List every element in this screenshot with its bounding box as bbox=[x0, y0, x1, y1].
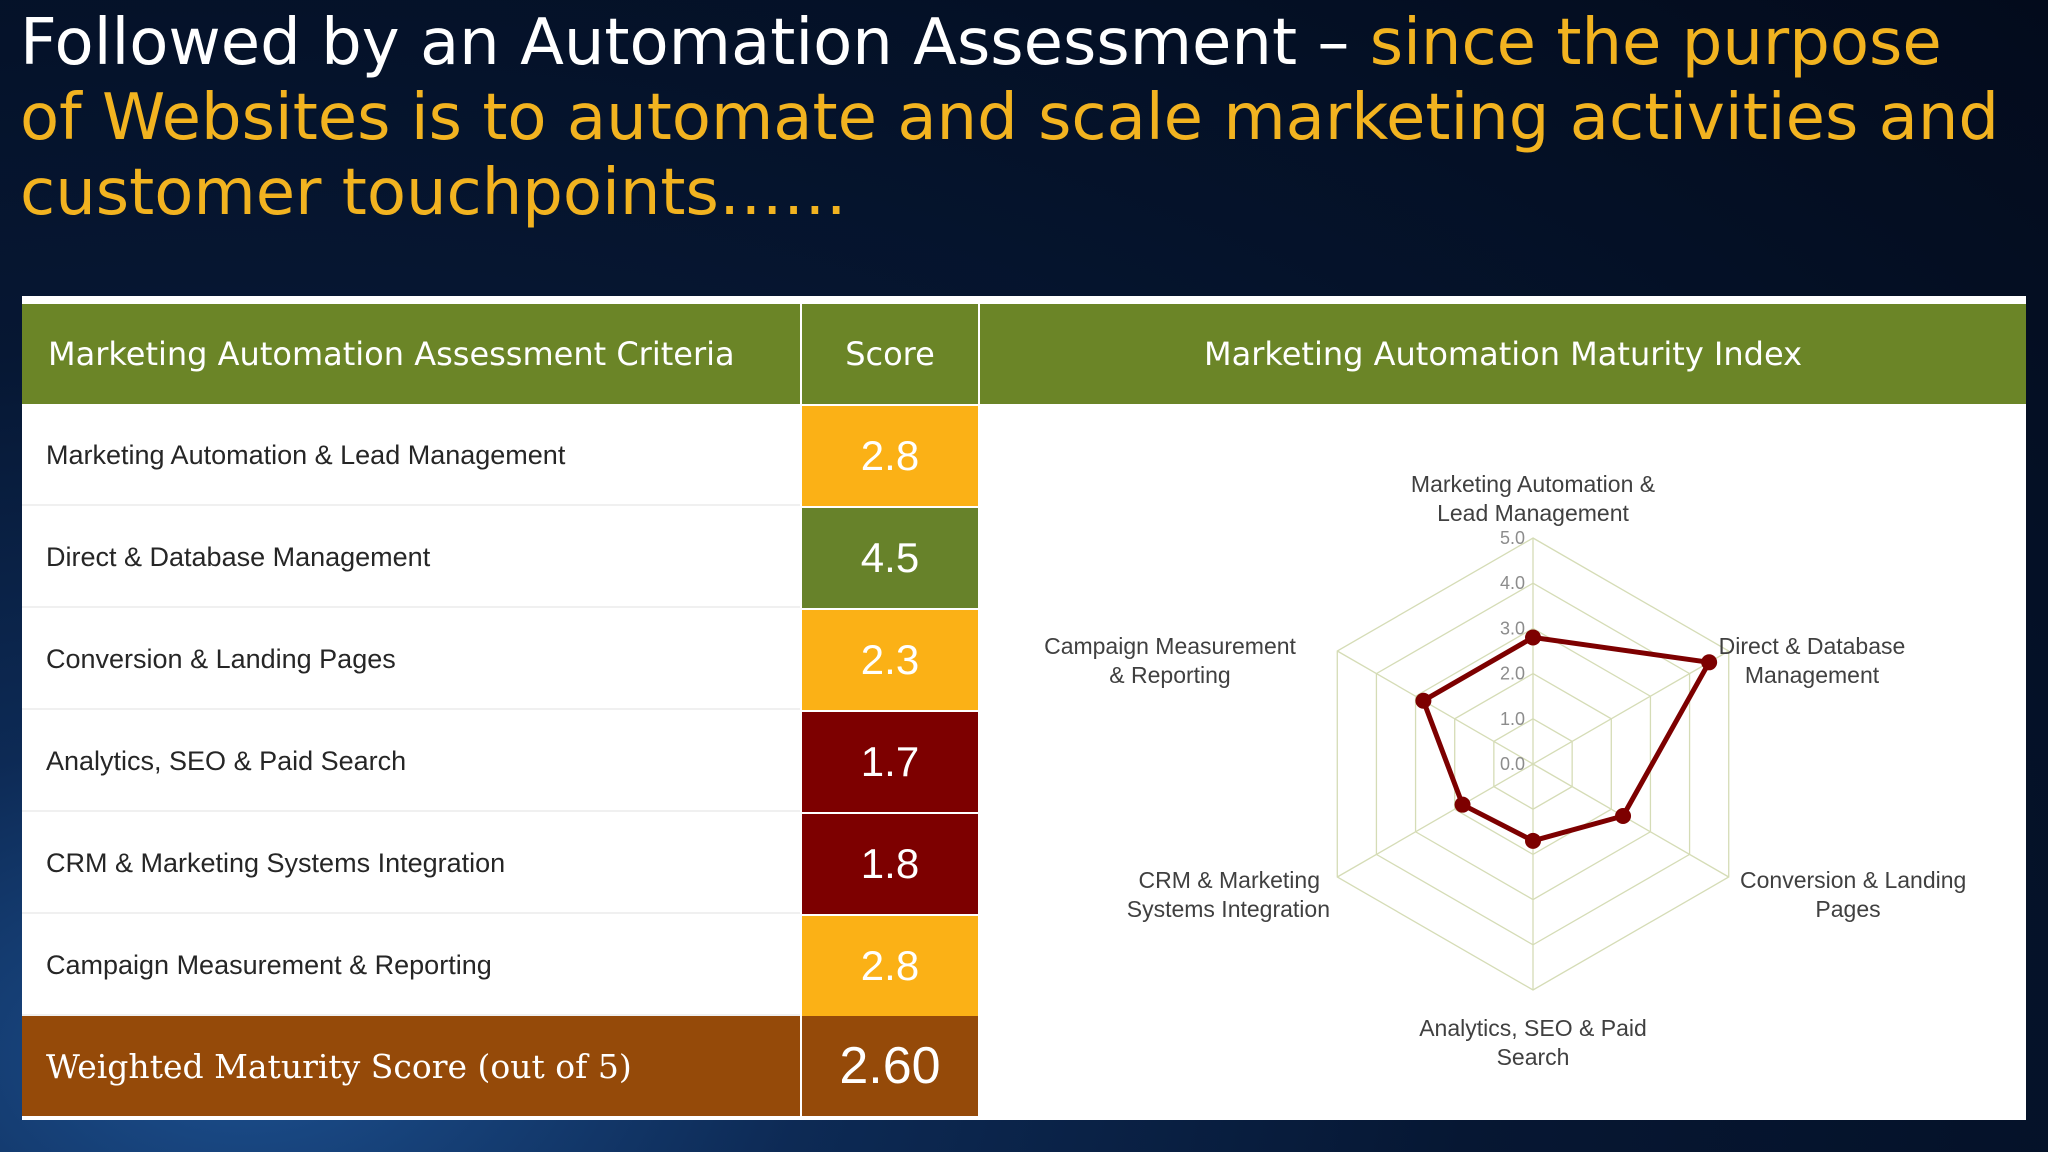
radar-data-point bbox=[1701, 654, 1718, 671]
radar-spoke bbox=[1532, 763, 1730, 878]
weighted-total-row: Weighted Maturity Score (out of 5) 2.60 bbox=[22, 1016, 978, 1116]
score-cell: 2.8 bbox=[802, 406, 978, 508]
table-row: Conversion & Landing Pages 2.3 bbox=[22, 610, 978, 712]
criteria-label: Campaign Measurement & Reporting bbox=[22, 916, 800, 1016]
radar-data-point bbox=[1454, 796, 1471, 813]
table-row: Direct & Database Management 4.5 bbox=[22, 508, 978, 610]
weighted-score-label: Weighted Maturity Score (out of 5) bbox=[22, 1016, 800, 1116]
score-cell: 4.5 bbox=[802, 508, 978, 610]
radar-axis-label: Direct & Database Management bbox=[1719, 633, 1906, 688]
radar-axis-label: Marketing Automation & Lead Management bbox=[1411, 471, 1655, 526]
radar-data-point bbox=[1615, 807, 1632, 824]
radar-axis-label: Conversion & Landing Pages bbox=[1740, 867, 1966, 922]
radar-tick-label: 4.0 bbox=[1500, 573, 1525, 593]
maturity-radar-chart: 0.0 1.0 2.0 3.0 4.0 5.0 Marketing Automation … bbox=[1044, 471, 1966, 1070]
radar-spoke bbox=[1336, 650, 1534, 765]
radar-axis-label: CRM & Marketing Systems Integration bbox=[1127, 867, 1330, 922]
table-row: Marketing Automation & Lead Management 2… bbox=[22, 406, 978, 508]
criteria-label: Conversion & Landing Pages bbox=[22, 610, 800, 710]
header-score: Score bbox=[802, 304, 978, 404]
header-maturity-index: Marketing Automation Maturity Index bbox=[980, 304, 2026, 404]
radar-tick-label: 2.0 bbox=[1500, 664, 1525, 684]
radar-tick-label: 5.0 bbox=[1500, 528, 1525, 548]
radar-axis-labels: Marketing Automation & Lead Management Dir… bbox=[1044, 471, 1966, 1070]
radar-axis-label: Campaign Measurement & Reporting bbox=[1044, 633, 1296, 688]
criteria-label: Analytics, SEO & Paid Search bbox=[22, 712, 800, 812]
radar-axis-label: Analytics, SEO & Paid Search bbox=[1419, 1015, 1647, 1070]
title-part-white: Followed by an Automation Assessment – bbox=[20, 6, 1370, 80]
weighted-score-value: 2.60 bbox=[802, 1016, 978, 1116]
criteria-label: Direct & Database Management bbox=[22, 508, 800, 608]
radar-data-point bbox=[1525, 832, 1541, 849]
assessment-panel: Marketing Automation Assessment Criteria… bbox=[22, 296, 2026, 1120]
radar-tick-label: 3.0 bbox=[1500, 618, 1525, 638]
radar-data-point bbox=[1525, 629, 1541, 646]
slide-title: Followed by an Automation Assessment – s… bbox=[20, 6, 2020, 231]
radar-tick-label: 1.0 bbox=[1500, 709, 1525, 729]
radar-spoke bbox=[1336, 763, 1534, 878]
radar-grid bbox=[1336, 537, 1730, 991]
table-row: CRM & Marketing Systems Integration 1.8 bbox=[22, 814, 978, 916]
header-criteria: Marketing Automation Assessment Criteria bbox=[22, 304, 800, 404]
score-cell: 2.3 bbox=[802, 610, 978, 712]
table-row: Analytics, SEO & Paid Search 1.7 bbox=[22, 712, 978, 814]
criteria-label: CRM & Marketing Systems Integration bbox=[22, 814, 800, 914]
radar-tick-label: 0.0 bbox=[1500, 754, 1525, 774]
radar-data-point bbox=[1415, 692, 1432, 709]
radar-tick-labels: 0.0 1.0 2.0 3.0 4.0 5.0 bbox=[1500, 528, 1525, 774]
radar-spoke bbox=[1532, 650, 1730, 765]
score-cell: 1.7 bbox=[802, 712, 978, 814]
score-cell: 1.8 bbox=[802, 814, 978, 916]
title-part-accent: since the purpose of Websites is to auto… bbox=[20, 6, 2000, 230]
criteria-label: Marketing Automation & Lead Management bbox=[22, 406, 800, 506]
radar-series bbox=[1415, 629, 1718, 849]
score-cell: 2.8 bbox=[802, 916, 978, 1018]
table-row: Campaign Measurement & Reporting 2.8 bbox=[22, 916, 978, 1018]
